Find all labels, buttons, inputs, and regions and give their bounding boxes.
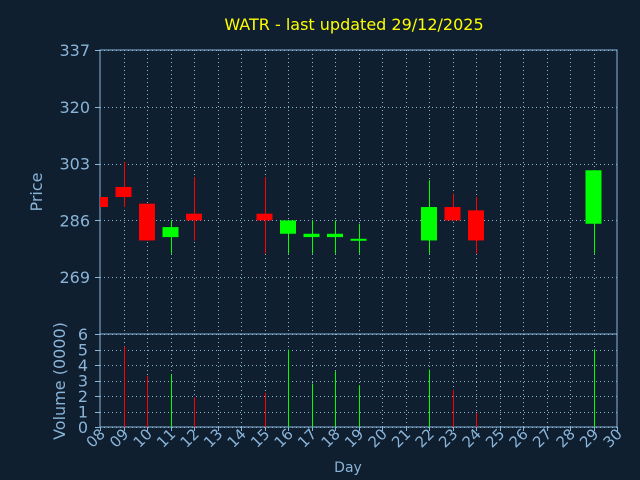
candle-body <box>139 203 155 241</box>
candles <box>100 161 602 254</box>
volume-tick-label: 1 <box>78 403 88 422</box>
price-tick-label: 286 <box>59 211 90 230</box>
candle-body <box>162 227 179 238</box>
candle-body <box>585 170 602 224</box>
chart-title: WATR - last updated 29/12/2025 <box>224 15 483 34</box>
volume-axis-label: Volume (0000) <box>50 322 69 440</box>
price-tick-label: 320 <box>59 98 90 117</box>
candle-body <box>327 233 343 238</box>
candle-body <box>468 210 484 241</box>
volume-tick-label: 3 <box>78 372 88 391</box>
volume-tick-label: 4 <box>78 356 88 375</box>
price-axis-label: Price <box>27 172 46 211</box>
volume-tick-label: 5 <box>78 341 88 360</box>
candle-body <box>303 233 320 238</box>
x-axis-label: Day <box>334 460 362 476</box>
candle-body <box>421 207 437 241</box>
price-tick-label: 269 <box>59 268 90 287</box>
x-tick-labels: 0809101112131415161718192021222324252627… <box>83 425 626 451</box>
price-tick-labels: 337 320 303 286 269 <box>59 41 100 287</box>
candle-body <box>256 213 273 221</box>
candle-body <box>186 213 202 221</box>
volume-tick-label: 0 <box>78 418 88 437</box>
candle-body <box>100 197 108 208</box>
price-tick-label: 303 <box>59 155 90 174</box>
candle-body <box>444 207 461 221</box>
price-grid <box>100 50 617 334</box>
volume-tick-label: 2 <box>78 387 88 406</box>
price-tick-label: 337 <box>59 41 90 60</box>
volume-bars <box>124 346 595 427</box>
volume-panel-frame <box>99 333 618 428</box>
volume-tick-label: 6 <box>78 325 88 344</box>
candle-body <box>280 220 296 234</box>
candle-body <box>350 238 367 241</box>
candle-body <box>115 186 132 198</box>
